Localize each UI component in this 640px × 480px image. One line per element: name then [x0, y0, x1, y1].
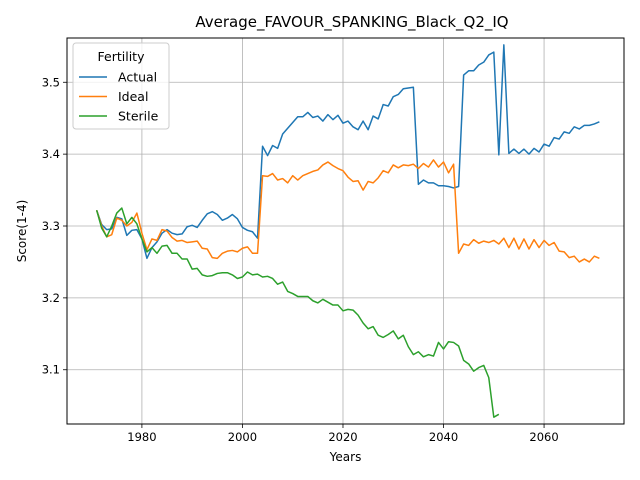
- series-line-ideal: [95, 159, 600, 263]
- y-tick-label: 3.1: [42, 363, 60, 377]
- y-tick-label: 3.3: [42, 219, 60, 233]
- series-lines: [95, 44, 600, 418]
- y-tick-label: 3.2: [42, 291, 60, 305]
- x-axis-ticks: 1980 2000 2020 2040 2060: [127, 424, 559, 444]
- legend-title: Fertility: [98, 49, 146, 64]
- y-axis-ticks: 3.1 3.2 3.3 3.4 3.5: [42, 75, 67, 377]
- x-tick-label: 2000: [228, 430, 257, 444]
- y-tick-label: 3.5: [42, 75, 60, 89]
- x-tick-label: 2060: [529, 430, 558, 444]
- legend-label-actual: Actual: [118, 70, 157, 85]
- grid: [67, 38, 624, 424]
- x-tick-label: 2040: [429, 430, 458, 444]
- legend: Fertility Actual Ideal Sterile: [72, 42, 170, 130]
- legend-label-sterile: Sterile: [118, 109, 159, 124]
- x-tick-label: 1980: [127, 430, 156, 444]
- legend-entries: Actual Ideal Sterile: [79, 70, 159, 124]
- x-axis-label: Years: [329, 450, 362, 464]
- y-tick-label: 3.4: [42, 147, 60, 161]
- chart-title: Average_FAVOUR_SPANKING_Black_Q2_IQ: [195, 13, 508, 32]
- legend-box: [72, 42, 170, 130]
- y-axis-label: Score(1-4): [15, 200, 29, 263]
- series-line-sterile: [95, 207, 500, 418]
- legend-label-ideal: Ideal: [118, 89, 148, 104]
- series-line-actual: [95, 44, 600, 260]
- plot-frame: [66, 37, 625, 425]
- x-tick-label: 2020: [328, 430, 357, 444]
